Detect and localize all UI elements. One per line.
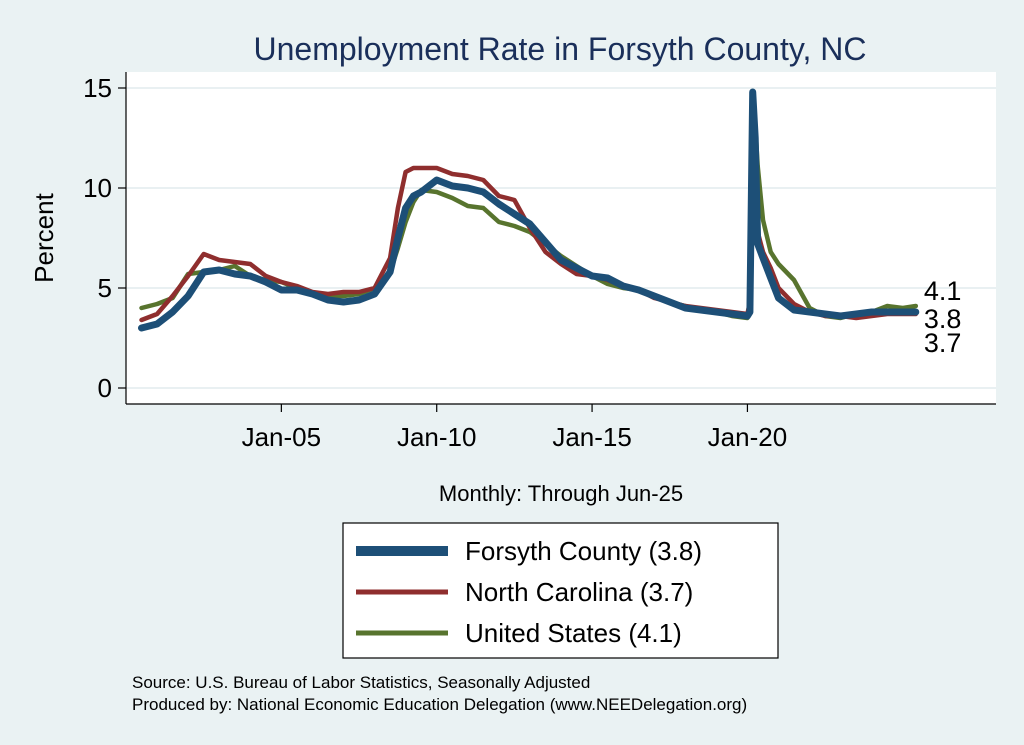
y-tick-label: 5 — [98, 273, 112, 303]
series-line-forsyth-county — [138, 88, 920, 332]
x-tick-label: Jan-10 — [397, 422, 477, 452]
end-value-labels: 3.83.7 4.1 — [924, 276, 962, 358]
x-axis-title: Monthly: Through Jun-25 — [439, 481, 683, 506]
legend-label: Forsyth County (3.8) — [465, 536, 702, 566]
x-tick-label: Jan-05 — [242, 422, 322, 452]
series-lines — [138, 88, 920, 332]
axes — [125, 72, 996, 405]
end-label-north-carolina: 3.7 — [924, 328, 962, 358]
legend-label: North Carolina (3.7) — [465, 577, 693, 607]
y-ticks: 0 5 10 15 — [83, 73, 126, 403]
x-tick-label: Jan-20 — [708, 422, 788, 452]
y-tick-label: 10 — [83, 173, 112, 203]
source-note: Source: U.S. Bureau of Labor Statistics,… — [132, 673, 590, 692]
x-ticks: Jan-05 Jan-10 Jan-15 Jan-20 — [242, 404, 788, 452]
y-axis-title: Percent — [29, 192, 59, 282]
series-line-north-carolina — [139, 115, 919, 323]
end-label-united-states: 4.1 — [924, 276, 962, 306]
chart-title: Unemployment Rate in Forsyth County, NC — [254, 31, 867, 67]
end-label-forsyth-county: 3.8 — [924, 304, 962, 334]
legend: Forsyth County (3.8) North Carolina (3.7)… — [342, 522, 779, 659]
x-tick-label: Jan-15 — [552, 422, 632, 452]
y-tick-label: 15 — [83, 73, 112, 103]
y-tick-label: 0 — [98, 373, 112, 403]
plot-area — [126, 72, 996, 404]
produced-by-note: Produced by: National Economic Education… — [132, 695, 747, 714]
legend-label: United States (4.1) — [465, 618, 682, 648]
